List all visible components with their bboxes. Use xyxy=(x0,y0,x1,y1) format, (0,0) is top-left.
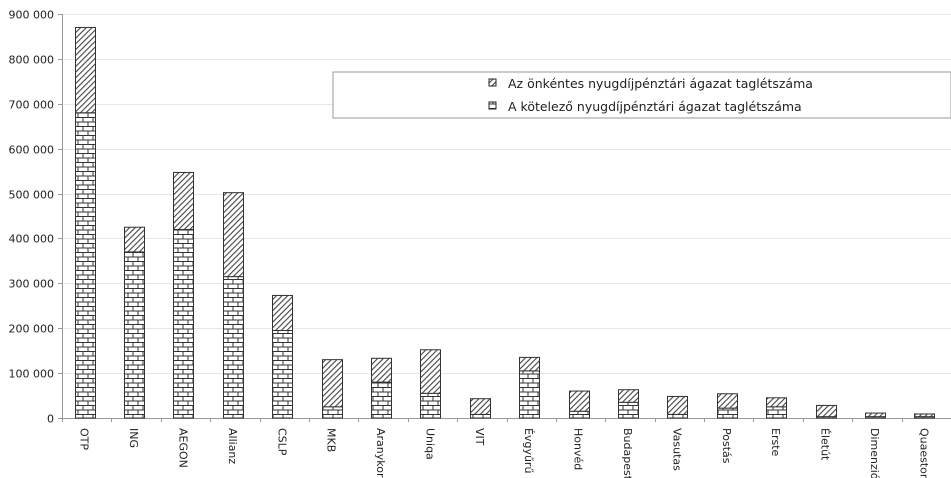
bars xyxy=(75,26,935,419)
x-tick-label: AEGON xyxy=(176,428,189,468)
axes: 0 100 000 200 000 300 000 400 000 500 000 600 … xyxy=(9,9,951,426)
bar-mandatory-segment xyxy=(569,410,590,419)
bar-mandatory-segment xyxy=(717,407,738,419)
bar-voluntary-segment xyxy=(124,226,145,253)
bar-mandatory-segment xyxy=(519,370,540,419)
bar-voluntary-segment xyxy=(667,395,688,415)
x-tick-label: Quaestor xyxy=(917,428,930,478)
legend-label-voluntary: Az önkéntes nyugdíjpénztári ágazat taglé… xyxy=(508,76,813,91)
y-tick-label: 0 xyxy=(47,413,54,426)
y-tick-label: 800 000 xyxy=(9,54,55,67)
bar-mandatory-segment xyxy=(667,413,688,419)
x-tick-label: OTP xyxy=(78,428,91,450)
y-tick-label: 100 000 xyxy=(9,368,55,381)
y-tick-label: 600 000 xyxy=(9,144,55,157)
x-tick-label: VIT xyxy=(473,428,486,446)
x-tick-label: Vasutas xyxy=(670,428,683,471)
bar-voluntary-segment xyxy=(766,397,787,408)
legend-swatch-voluntary xyxy=(488,78,497,87)
bar-mandatory-segment xyxy=(223,276,244,419)
bar-voluntary-segment xyxy=(272,294,293,331)
x-tick-label: Évgyűrű xyxy=(522,428,535,473)
bar-voluntary-segment xyxy=(914,413,935,418)
bar-voluntary-segment xyxy=(173,171,194,230)
bar-voluntary-segment xyxy=(865,412,886,418)
bar-voluntary-segment xyxy=(717,393,738,409)
bar-mandatory-segment xyxy=(766,406,787,419)
bar-mandatory-segment xyxy=(371,381,392,419)
gridlines xyxy=(62,14,951,374)
bar-voluntary-segment xyxy=(371,357,392,383)
category-labels: OTP ING AEGON Allianz CSLP MKB Aranykor Uniqa VI… xyxy=(78,428,931,478)
x-tick-label: Postás xyxy=(720,428,733,464)
legend-swatch-mandatory xyxy=(488,101,497,110)
x-tick-label: Életút xyxy=(819,428,832,461)
bar-mandatory-segment xyxy=(173,228,194,419)
x-tick-label: ING xyxy=(127,428,140,448)
x-tick-label: Dimenzió xyxy=(868,428,881,478)
bar-voluntary-segment xyxy=(569,390,590,412)
y-tick-label: 500 000 xyxy=(9,189,55,202)
y-tick-label: 300 000 xyxy=(9,278,55,291)
bar-mandatory-segment xyxy=(75,112,96,419)
bar-mandatory-segment xyxy=(420,392,441,419)
x-tick-label: MKB xyxy=(325,428,338,452)
bar-mandatory-segment xyxy=(272,329,293,419)
x-tick-label: Uniqa xyxy=(423,428,436,460)
legend-box xyxy=(332,71,951,119)
bar-mandatory-segment xyxy=(124,251,145,419)
bar-mandatory-segment xyxy=(470,413,491,419)
legend-label-mandatory: A kötelező nyugdíjpénztári ágazat taglét… xyxy=(508,99,802,114)
x-tick-label: Aranykor xyxy=(374,428,387,478)
x-tick-label: Budapest xyxy=(621,428,634,478)
x-tick-label: Allianz xyxy=(226,428,239,464)
bar-voluntary-segment xyxy=(470,398,491,415)
bar-voluntary-segment xyxy=(75,26,96,114)
bar-voluntary-segment xyxy=(223,192,244,278)
bar-mandatory-segment xyxy=(618,401,639,419)
y-tick-label: 900 000 xyxy=(9,9,55,22)
legend: Az önkéntes nyugdíjpénztári ágazat taglé… xyxy=(332,71,951,119)
bar-voluntary-segment xyxy=(816,404,837,418)
y-tick-label: 200 000 xyxy=(9,323,55,336)
bar-voluntary-segment xyxy=(420,349,441,394)
x-tick-label: Honvéd xyxy=(572,428,585,470)
x-tick-label: CSLP xyxy=(275,428,288,456)
x-tick-label: Erste xyxy=(769,428,782,457)
y-tick-label: 700 000 xyxy=(9,99,55,112)
bar-voluntary-segment xyxy=(618,389,639,403)
bar-voluntary-segment xyxy=(519,356,540,372)
bar-mandatory-segment xyxy=(322,406,343,419)
bar-voluntary-segment xyxy=(322,359,343,408)
y-tick-label: 400 000 xyxy=(9,233,55,246)
